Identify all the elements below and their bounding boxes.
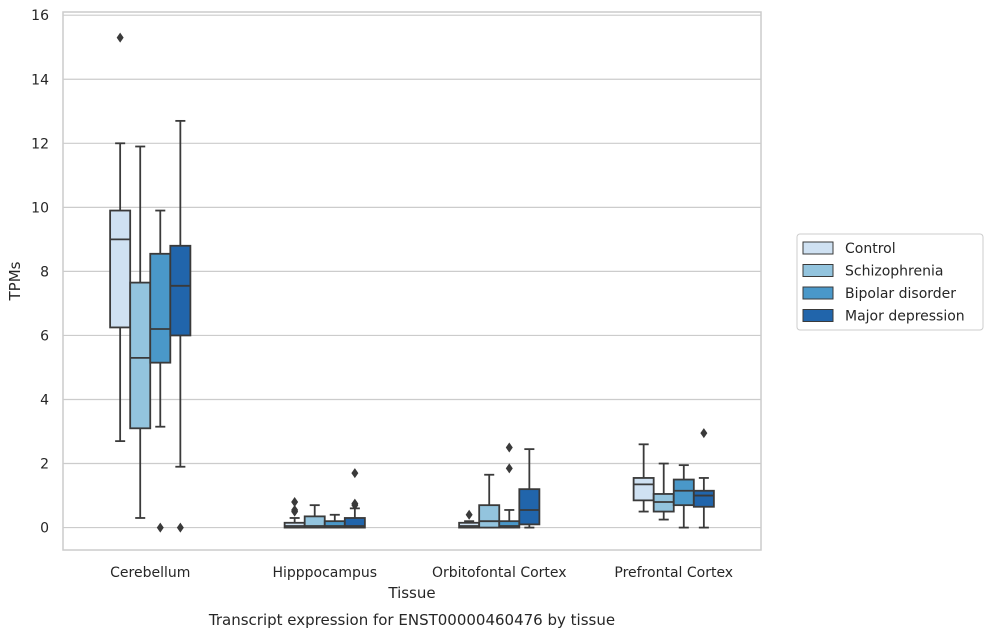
box-plot-schizophrenia [129,145,152,519]
x-tick-label: Orbitofontal Cortex [432,565,567,581]
outlier-point [700,428,708,439]
box-plot-major-depression [169,119,192,533]
box-iqr [692,489,715,508]
outlier-point [351,468,359,479]
x-tick-label: Cerebellum [110,565,190,581]
box-plot-bipolar-disorder [149,209,172,533]
y-axis-ticks: 0 2 4 6 8 10 12 14 16 [31,8,49,536]
outlier-point [505,463,513,474]
box-plot-control [458,509,481,529]
y-tick-label: 2 [40,457,49,473]
box-plot-bipolar-disorder [672,464,695,529]
box-iqr [109,209,132,329]
box-iqr [478,504,501,529]
box-plot-control [632,443,655,513]
y-tick-label: 8 [40,264,49,280]
box-plot-schizophrenia [478,473,501,529]
box-iqr [343,517,366,529]
box-plot-control [283,496,306,529]
box-iqr [518,488,541,526]
box-iqr [672,478,695,507]
chart-caption: Transcript expression for ENST0000046047… [208,611,615,629]
legend-label: Control [845,241,896,257]
box-iqr [632,477,655,502]
legend-label: Major depression [845,309,965,325]
y-tick-label: 12 [31,136,49,152]
outlier-point [116,32,124,43]
x-tick-label: Hipppocampus [272,565,377,581]
box-plot-schizophrenia [303,504,326,529]
box-iqr [129,281,152,430]
box-plot-major-depression [692,428,715,529]
outlier-point [351,498,359,509]
box-plot-schizophrenia [652,462,675,521]
x-axis-label: Tissue [387,584,435,602]
outlier-point [156,522,164,533]
legend: Control Schizophrenia Bipolar disorder Majo… [796,233,984,331]
plot-frame [62,11,762,551]
box-plot-bipolar-disorder [498,442,521,529]
box-iqr [149,252,172,364]
outlier-point [291,496,299,507]
y-tick-label: 16 [31,8,49,24]
box-iqr [169,244,192,337]
legend-swatch [802,309,834,322]
box-plot-major-depression [343,468,366,529]
x-axis-ticks: Cerebellum Hipppocampus Orbitofontal Corte… [110,565,733,581]
legend-label: Bipolar disorder [845,286,956,302]
y-tick-label: 0 [40,521,49,537]
y-tick-label: 4 [40,392,49,408]
y-tick-label: 14 [31,72,49,88]
legend-label: Schizophrenia [845,264,943,280]
x-tick-label: Prefrontal Cortex [614,565,733,581]
box-series-group [109,32,715,533]
outlier-point [291,504,299,515]
outlier-point [176,522,184,533]
outlier-point [505,442,513,453]
box-plot-control [109,32,132,443]
box-plot-major-depression [518,448,541,529]
legend-swatch [802,286,834,300]
y-axis-label: TPMs [6,261,24,301]
legend-swatch [802,241,834,255]
legend-frame [796,233,984,331]
legend-swatch [802,264,834,277]
box-plot-bipolar-disorder [323,513,346,529]
y-tick-label: 10 [31,200,49,216]
y-tick-label: 6 [40,328,49,344]
outlier-point [465,509,473,520]
